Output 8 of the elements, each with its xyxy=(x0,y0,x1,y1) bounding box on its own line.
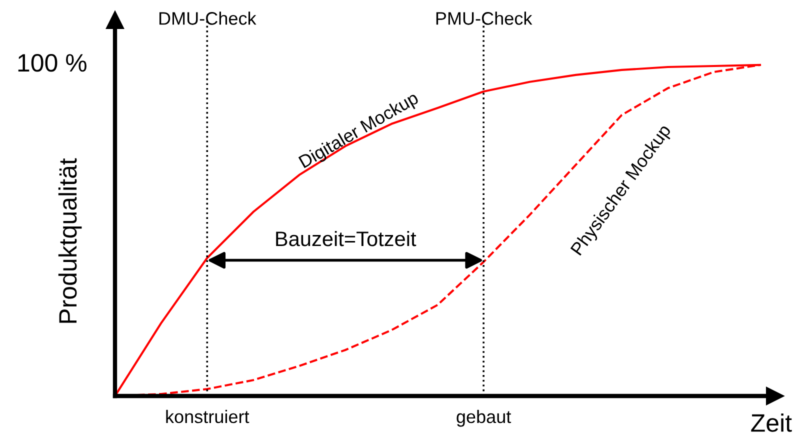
x-axis-title: Zeit xyxy=(751,414,792,432)
ref-line-label: DMU-Check xyxy=(159,12,256,25)
x-tick-label: konstruiert xyxy=(166,410,250,424)
text: 100 % xyxy=(18,54,86,72)
annotation: Bauzeit=Totzeit xyxy=(276,230,416,246)
x-tick-label: gebaut xyxy=(456,410,512,427)
y-axis-title: Produktqualität xyxy=(58,158,82,323)
ref-line-label: PMU-Check xyxy=(436,12,532,25)
